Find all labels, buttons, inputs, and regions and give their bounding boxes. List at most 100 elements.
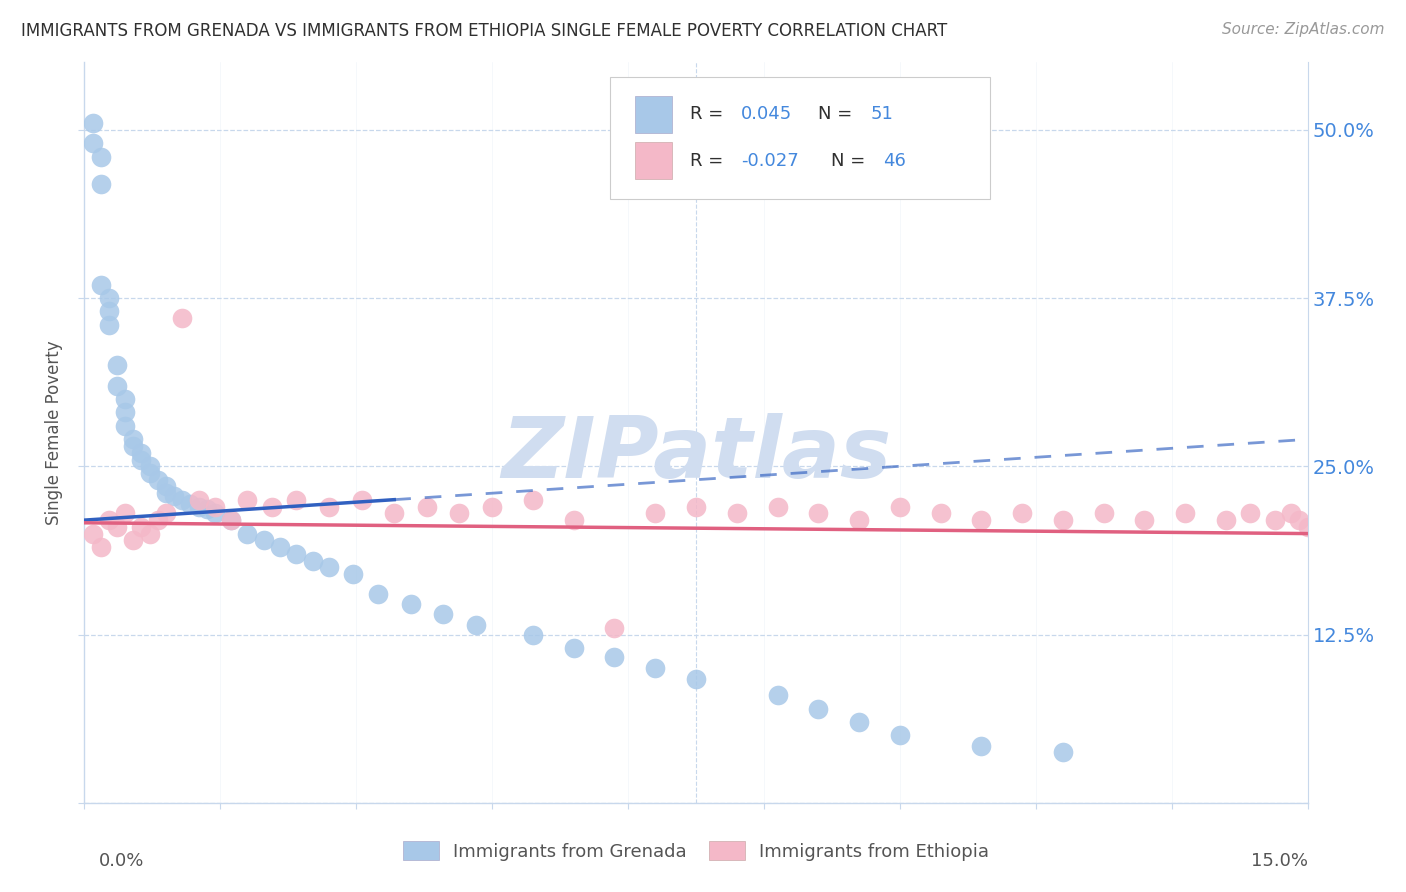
Point [603, 621, 626, 635]
Point [1264, 513, 1286, 527]
Point [260, 500, 283, 514]
Point [367, 587, 389, 601]
Legend: Immigrants from Grenada, Immigrants from Ethiopia: Immigrants from Grenada, Immigrants from… [395, 834, 997, 868]
Point [644, 507, 666, 521]
Point [1011, 507, 1033, 521]
Point [82, 136, 104, 151]
Text: ZIPatlas: ZIPatlas [501, 413, 891, 496]
Point [90, 150, 112, 164]
Text: 46: 46 [883, 152, 905, 169]
Point [172, 492, 194, 507]
Text: 15.0%: 15.0% [1250, 852, 1308, 870]
Point [122, 433, 145, 447]
Point [97, 513, 120, 527]
Point [105, 378, 128, 392]
Point [155, 486, 177, 500]
Point [382, 507, 405, 521]
Point [138, 526, 160, 541]
Point [1215, 513, 1237, 527]
Text: N =: N = [818, 105, 858, 123]
Point [138, 459, 160, 474]
Point [1288, 513, 1310, 527]
Point [114, 507, 136, 521]
Point [1052, 513, 1074, 527]
Point [285, 492, 308, 507]
Point [889, 729, 911, 743]
Point [97, 291, 120, 305]
Point [848, 513, 870, 527]
Point [114, 392, 136, 406]
Point [416, 500, 439, 514]
Point [105, 359, 128, 373]
Point [219, 513, 242, 527]
Text: IMMIGRANTS FROM GRENADA VS IMMIGRANTS FROM ETHIOPIA SINGLE FEMALE POVERTY CORREL: IMMIGRANTS FROM GRENADA VS IMMIGRANTS FR… [21, 22, 948, 40]
Point [131, 452, 153, 467]
Point [122, 533, 145, 548]
Point [146, 473, 169, 487]
Text: 0.045: 0.045 [741, 105, 793, 123]
Point [318, 560, 340, 574]
Text: R =: R = [690, 105, 728, 123]
Point [236, 492, 259, 507]
Point [644, 661, 666, 675]
Point [481, 500, 503, 514]
Point [138, 466, 160, 480]
Text: 51: 51 [870, 105, 894, 123]
Point [97, 318, 120, 332]
Text: Source: ZipAtlas.com: Source: ZipAtlas.com [1222, 22, 1385, 37]
Bar [636, 95, 672, 133]
Point [889, 500, 911, 514]
Point [236, 526, 259, 541]
Point [342, 566, 364, 581]
Point [1052, 745, 1074, 759]
Bar [636, 143, 672, 179]
Point [131, 446, 153, 460]
Point [522, 627, 544, 641]
Point [807, 507, 830, 521]
Point [464, 618, 486, 632]
Point [155, 479, 177, 493]
Point [114, 405, 136, 419]
Point [163, 489, 186, 503]
Point [146, 513, 169, 527]
Point [204, 500, 226, 514]
Point [1092, 507, 1115, 521]
Point [90, 540, 112, 554]
Point [449, 507, 471, 521]
Point [122, 439, 145, 453]
Text: N =: N = [831, 152, 870, 169]
Point [1239, 507, 1261, 521]
Point [179, 497, 201, 511]
Point [253, 533, 276, 548]
Point [105, 520, 128, 534]
Point [807, 701, 830, 715]
Point [1133, 513, 1156, 527]
Point [929, 507, 952, 521]
Point [97, 304, 120, 318]
Point [285, 547, 308, 561]
Point [522, 492, 544, 507]
Text: -0.027: -0.027 [741, 152, 799, 169]
Point [131, 520, 153, 534]
Point [82, 526, 104, 541]
Point [318, 500, 340, 514]
Point [1174, 507, 1197, 521]
Point [848, 714, 870, 729]
Point [195, 502, 218, 516]
Point [685, 672, 707, 686]
Point [399, 597, 422, 611]
Point [1279, 507, 1302, 521]
Point [562, 513, 585, 527]
Point [155, 507, 177, 521]
Point [1296, 520, 1319, 534]
Point [766, 688, 789, 702]
Point [187, 500, 209, 514]
Point [204, 507, 226, 521]
Point [269, 540, 291, 554]
Point [219, 513, 242, 527]
Point [725, 507, 748, 521]
Point [685, 500, 707, 514]
Point [970, 739, 993, 754]
Point [82, 116, 104, 130]
Point [187, 492, 209, 507]
